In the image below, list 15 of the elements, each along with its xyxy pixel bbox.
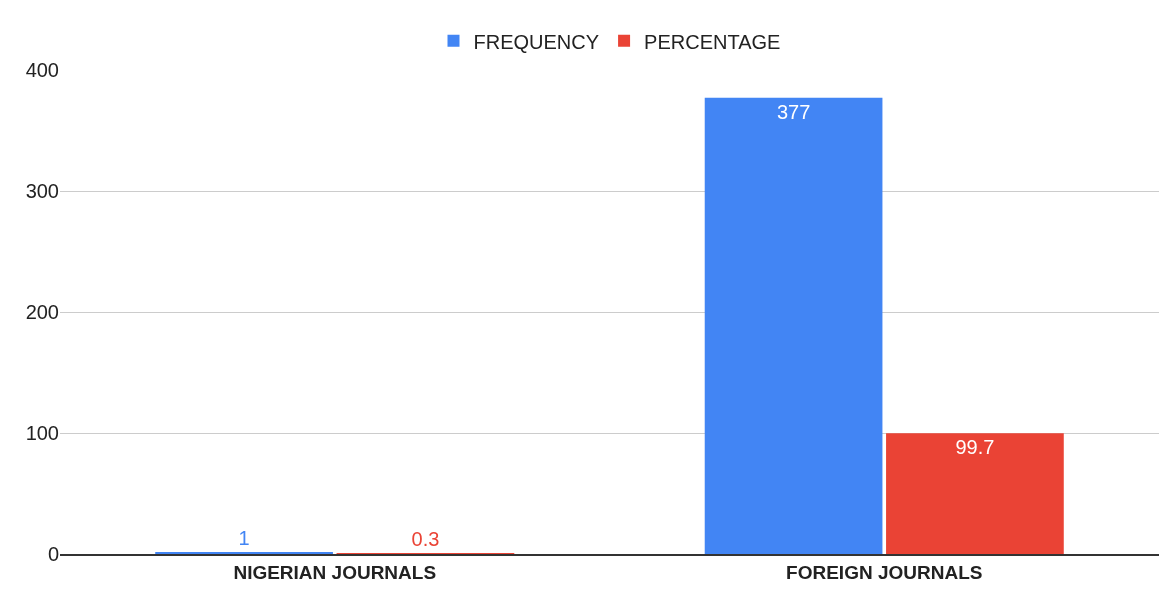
y-tick-label: 100 <box>25 422 59 444</box>
bar <box>886 433 1064 554</box>
data-label: 377 <box>776 100 811 123</box>
legend-label: FREQUENCY <box>473 30 600 53</box>
y-tick-label: 400 <box>25 59 59 81</box>
y-tick-label: 300 <box>25 180 59 202</box>
legend-label: PERCENTAGE <box>644 30 781 53</box>
y-tick-label: 200 <box>25 301 59 323</box>
data-label: 1 <box>238 527 250 549</box>
x-tick-label: NIGERIAN JOURNALS <box>233 561 437 583</box>
data-label: 99.7 <box>955 436 995 459</box>
data-label: 0.3 <box>411 528 440 550</box>
bar <box>704 97 883 554</box>
y-tick-label: 0 <box>47 543 59 565</box>
x-tick-label: FOREIGN JOURNALS <box>786 561 983 583</box>
